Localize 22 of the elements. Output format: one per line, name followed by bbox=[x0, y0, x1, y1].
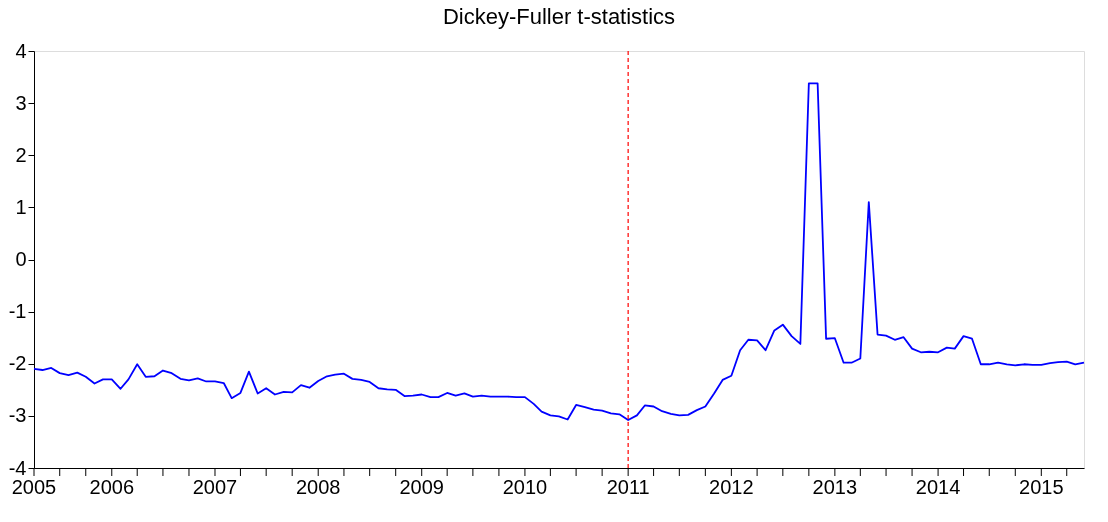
y-tick-label: -3 bbox=[8, 404, 27, 427]
chart-title: Dickey-Fuller t-statistics bbox=[442, 4, 676, 29]
y-tick-label: 4 bbox=[15, 39, 27, 62]
y-tick-label: -1 bbox=[8, 300, 27, 323]
x-tick-label: 2005 bbox=[11, 476, 57, 498]
x-tick-label: 2013 bbox=[812, 476, 858, 498]
x-tick-label: 2006 bbox=[89, 476, 135, 498]
y-tick-label: 0 bbox=[15, 248, 27, 270]
y-tick-label: 3 bbox=[15, 91, 27, 114]
y-tick-label: 2 bbox=[15, 143, 27, 166]
x-tick-label: 2012 bbox=[709, 476, 754, 498]
y-tick-label: -4 bbox=[8, 456, 27, 479]
y-tick-label: -2 bbox=[8, 352, 27, 375]
y-tick-label: 1 bbox=[15, 195, 27, 218]
line-series bbox=[33, 82, 1085, 421]
x-tick-label: 2011 bbox=[606, 476, 650, 498]
x-tick-label: 2014 bbox=[915, 476, 961, 498]
x-tick-label: 2009 bbox=[399, 476, 444, 498]
x-tick-label: 2008 bbox=[295, 476, 341, 498]
x-tick-label: 2007 bbox=[192, 476, 238, 498]
x-tick-label: 2015 bbox=[1019, 476, 1064, 498]
x-tick-label: 2010 bbox=[502, 476, 548, 498]
